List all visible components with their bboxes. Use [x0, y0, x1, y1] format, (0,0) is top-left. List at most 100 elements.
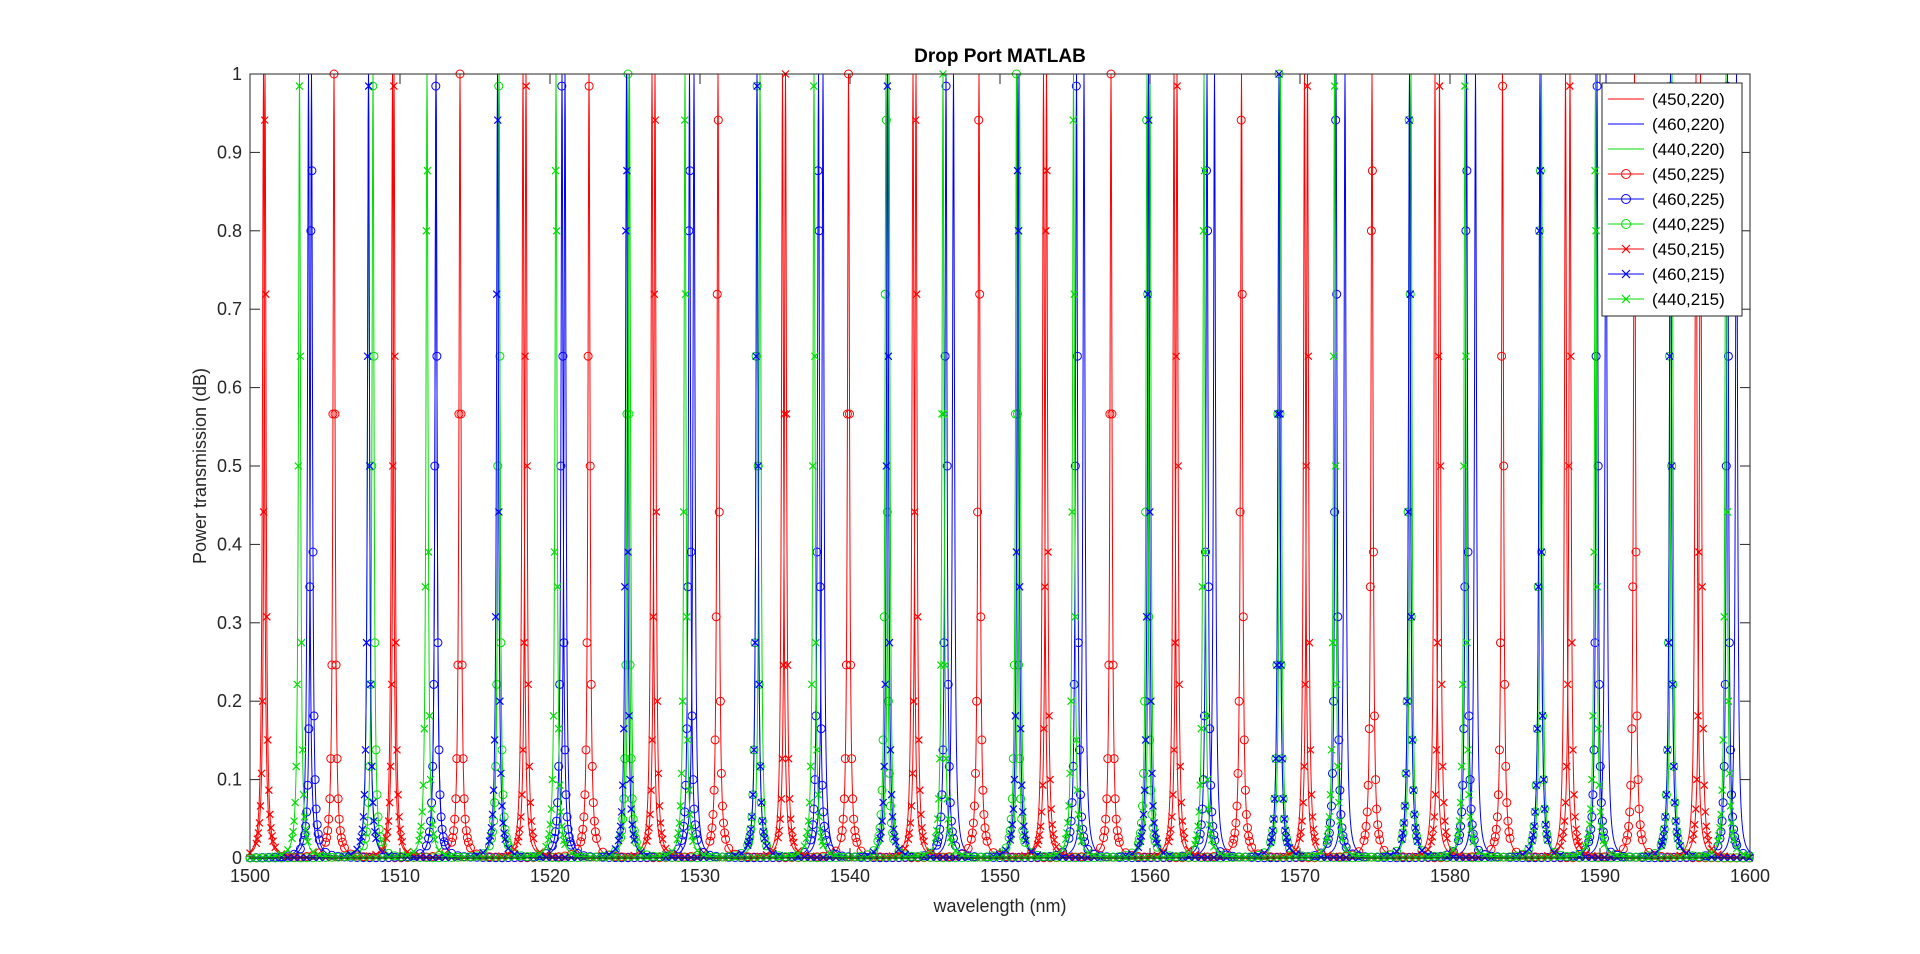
marker-circle	[1595, 761, 1605, 771]
marker-circle	[1113, 833, 1123, 843]
marker-circle	[580, 790, 590, 800]
x-tick-label: 1530	[680, 866, 720, 886]
marker-circle	[713, 115, 723, 125]
marker-circle	[946, 816, 956, 826]
marker-circle	[1592, 81, 1602, 91]
marker-circle	[1110, 794, 1120, 804]
marker-circle	[1244, 831, 1253, 841]
marker-circle	[690, 820, 700, 830]
legend-label: (440,220)	[1652, 140, 1725, 159]
marker-circle	[1229, 834, 1239, 844]
legend-label: (440,225)	[1652, 215, 1725, 234]
marker-circle	[434, 745, 444, 755]
marker-circle	[1489, 837, 1499, 847]
marker-circle	[453, 660, 463, 670]
marker-circle	[1627, 724, 1637, 734]
marker-circle	[1723, 351, 1733, 361]
marker-circle	[436, 812, 446, 822]
marker-circle	[307, 166, 317, 176]
marker-circle	[1241, 810, 1251, 819]
marker-circle	[978, 785, 988, 795]
y-tick-label: 0.2	[217, 691, 242, 711]
marker-circle	[718, 801, 727, 811]
marker-circle	[592, 833, 601, 843]
marker-circle	[1341, 842, 1351, 852]
y-axis-label: Power transmission (dB)	[190, 368, 210, 564]
marker-circle	[582, 638, 592, 648]
marker-circle	[1206, 780, 1216, 790]
marker-circle	[712, 289, 722, 299]
marker-circle	[974, 115, 984, 125]
marker-circle	[1077, 812, 1087, 822]
marker-circle	[1498, 81, 1508, 91]
marker-circle	[1236, 115, 1246, 125]
marker-circle	[552, 816, 562, 826]
marker-circle	[327, 660, 337, 670]
marker-circle	[1067, 798, 1077, 808]
marker-circle	[1626, 780, 1636, 790]
marker-circle	[968, 818, 978, 828]
marker-circle	[1457, 807, 1467, 817]
marker-circle	[461, 826, 471, 836]
marker-circle	[1239, 735, 1249, 745]
marker-circle	[708, 810, 718, 819]
marker-circle	[1465, 775, 1475, 785]
x-axis-label: wavelength (nm)	[932, 896, 1066, 916]
marker-circle	[495, 351, 505, 361]
marker-circle	[578, 824, 588, 834]
marker-circle	[559, 638, 569, 648]
marker-circle	[588, 798, 598, 808]
marker-circle	[1724, 638, 1734, 648]
y-tick-label: 0.8	[217, 221, 242, 241]
marker-circle	[1493, 790, 1503, 800]
marker-circle	[431, 81, 441, 91]
marker-circle	[686, 547, 696, 557]
marker-circle	[1454, 836, 1463, 845]
marker-circle	[973, 507, 983, 517]
marker-circle	[1625, 807, 1635, 817]
marker-circle	[1365, 582, 1375, 592]
marker-circle	[302, 807, 312, 817]
marker-circle	[1466, 804, 1476, 814]
marker-circle	[1370, 711, 1379, 721]
marker-circle	[1066, 816, 1076, 826]
marker-circle	[1590, 638, 1600, 648]
marker-circle	[336, 833, 346, 843]
marker-circle	[936, 812, 946, 822]
marker-circle	[721, 834, 731, 844]
marker-circle	[1335, 785, 1345, 795]
marker-circle	[711, 612, 721, 622]
marker-circle	[1228, 838, 1238, 848]
marker-circle	[621, 660, 631, 670]
marker-circle	[1372, 804, 1382, 814]
marker-circle	[498, 790, 508, 800]
marker-circle	[430, 461, 440, 471]
marker-circle	[493, 461, 503, 471]
marker-circle	[1329, 696, 1339, 706]
y-tick-label: 0.1	[217, 770, 242, 790]
marker-circle	[369, 351, 379, 361]
marker-circle	[435, 790, 445, 800]
marker-circle	[1588, 790, 1598, 800]
legend-label: (450,215)	[1652, 240, 1725, 259]
marker-circle	[590, 827, 600, 837]
marker-circle	[499, 812, 509, 822]
legend-label: (440,215)	[1652, 290, 1725, 309]
marker-circle	[850, 826, 860, 836]
marker-circle	[840, 754, 850, 764]
marker-circle	[458, 754, 468, 764]
marker-circle	[1496, 638, 1505, 648]
legend-label: (460,225)	[1652, 190, 1725, 209]
marker-circle	[1237, 289, 1247, 299]
legend-label: (460,215)	[1652, 265, 1725, 284]
marker-circle	[1076, 790, 1085, 800]
marker-circle	[448, 833, 458, 843]
marker-circle	[576, 837, 586, 847]
marker-circle	[851, 833, 861, 843]
marker-circle	[970, 801, 979, 811]
marker-circle	[1231, 818, 1241, 828]
marker-circle	[626, 754, 636, 764]
marker-circle	[555, 679, 565, 689]
marker-circle	[426, 816, 436, 826]
marker-circle	[1501, 761, 1511, 771]
